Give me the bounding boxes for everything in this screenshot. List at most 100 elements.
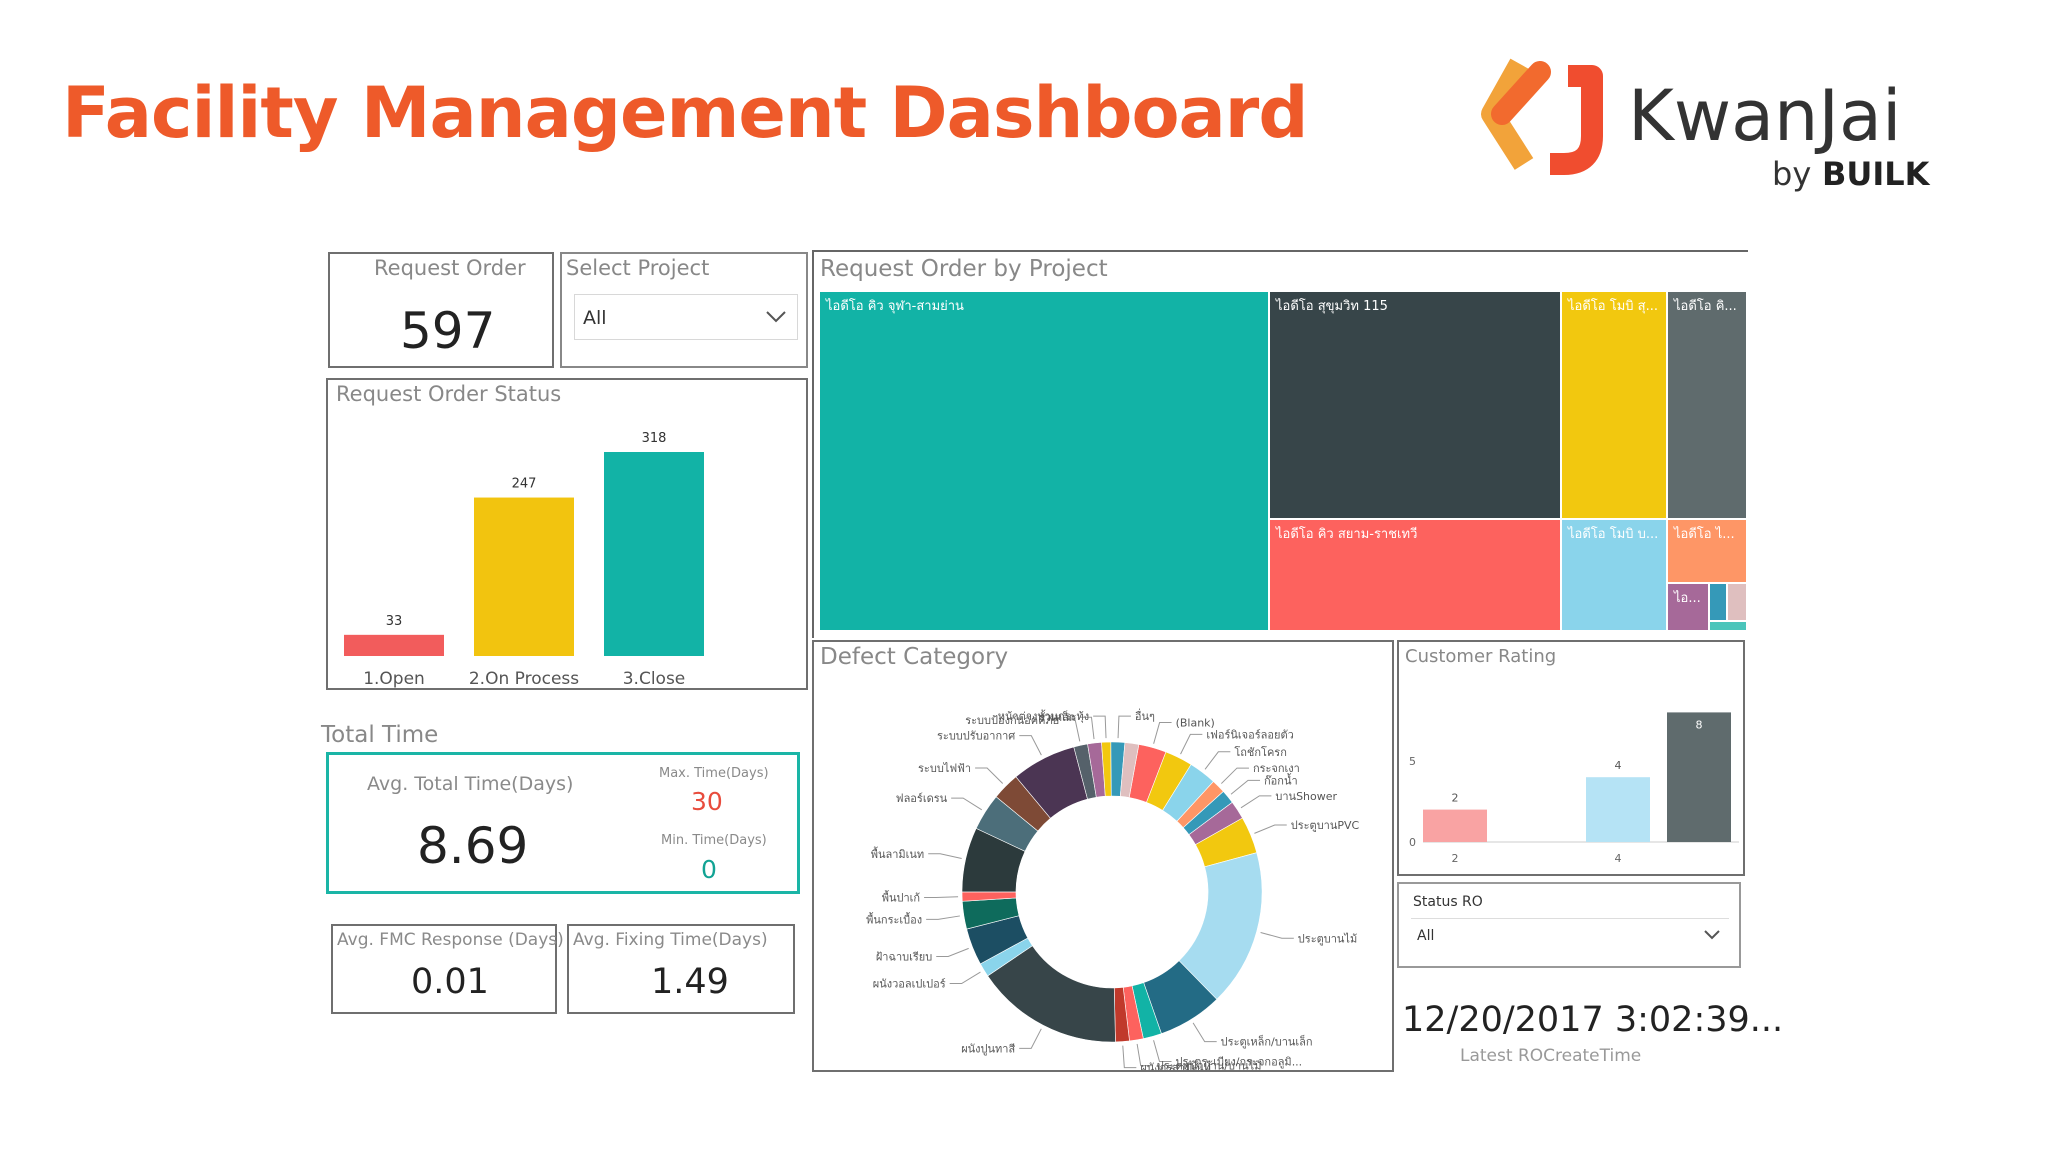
donut-leader-line bbox=[949, 971, 981, 985]
status-ro-label: Status RO bbox=[1413, 894, 1483, 910]
donut-leader-line bbox=[1230, 779, 1261, 795]
donut-slice-label: ผนังกรุสามิเนท bbox=[1140, 1062, 1211, 1070]
treemap-tile[interactable] bbox=[1668, 584, 1708, 630]
rating-bar-value: 4 bbox=[1615, 759, 1622, 772]
status-bar[interactable] bbox=[344, 634, 444, 656]
donut-slice-label: ระบบไฟฟ้า bbox=[918, 762, 971, 775]
customer-rating-title: Customer Rating bbox=[1405, 646, 1557, 667]
avg-total-time-label: Avg. Total Time(Days) bbox=[367, 773, 574, 795]
max-time-label: Max. Time(Days) bbox=[659, 766, 769, 781]
donut-leader-line bbox=[1240, 795, 1272, 809]
donut-slice-label: อื่นๆ bbox=[1135, 708, 1155, 723]
select-project-label: Select Project bbox=[566, 256, 710, 280]
donut-leader-line bbox=[1019, 1028, 1042, 1049]
status-bar[interactable] bbox=[604, 452, 704, 656]
donut-leader-line bbox=[1117, 715, 1131, 739]
donut-leader-line bbox=[1192, 1022, 1217, 1043]
donut-slice-label: (Blank) bbox=[1176, 717, 1215, 730]
rating-xtick: 2 bbox=[1452, 852, 1459, 865]
logo-brand: BUILK bbox=[1822, 155, 1931, 193]
donut-slice-label: ระบบป้องกันอัคคีภัย bbox=[965, 714, 1059, 727]
status-ro-dropdown[interactable]: All bbox=[1411, 918, 1729, 952]
select-project-card: Select Project All bbox=[560, 252, 808, 368]
rating-bar[interactable] bbox=[1586, 777, 1650, 842]
donut-slice-label: ก๊อกน้ำ bbox=[1264, 772, 1298, 787]
treemap-tile-label: ไอดีโอ สุขุมวิท 115 bbox=[1275, 298, 1388, 314]
donut-slice[interactable] bbox=[1119, 742, 1140, 798]
logo-by: by bbox=[1772, 155, 1811, 193]
treemap-card: Request Order by Project ไอดีโอ คิว จุฬา… bbox=[812, 250, 1748, 638]
treemap-tile[interactable] bbox=[1562, 292, 1666, 518]
treemap-tile[interactable] bbox=[1270, 520, 1560, 630]
treemap-tile-label: ไอดีโอ โมบิ บ... bbox=[1567, 526, 1658, 542]
rating-ytick: 0 bbox=[1409, 836, 1416, 849]
rating-bar-chart: 0 5 2 2 4 4 8 bbox=[1409, 712, 1739, 865]
status-bar[interactable] bbox=[474, 497, 574, 656]
request-order-status-title: Request Order Status bbox=[336, 382, 562, 406]
donut-leader-line bbox=[1254, 824, 1287, 834]
min-time-value: 0 bbox=[701, 855, 717, 884]
treemap-tile[interactable] bbox=[1270, 292, 1560, 518]
donut-slice-label: พื้นปาเก้ bbox=[882, 889, 920, 904]
donut-slice-label: หน้าต่างบานกระทุ้ง bbox=[998, 710, 1089, 723]
donut-leader-line bbox=[928, 853, 962, 860]
status-bar-value: 247 bbox=[512, 477, 537, 492]
latest-ro-time-value: 12/20/2017 3:02:39... bbox=[1402, 1000, 1784, 1040]
treemap-tile[interactable] bbox=[1562, 520, 1666, 630]
min-time-label: Min. Time(Days) bbox=[661, 833, 767, 848]
rating-ytick: 5 bbox=[1409, 755, 1416, 768]
donut-slice-label: ประตูระเบียง/กระจกอลูมิ... bbox=[1175, 1055, 1302, 1068]
select-project-dropdown[interactable]: All bbox=[574, 294, 798, 340]
treemap-tile[interactable] bbox=[1728, 584, 1746, 620]
select-project-value: All bbox=[583, 307, 607, 329]
status-category-label: 1.Open bbox=[363, 669, 425, 688]
rating-bar-value: 8 bbox=[1696, 718, 1703, 731]
rating-bar[interactable] bbox=[1667, 712, 1731, 842]
request-order-value: 597 bbox=[400, 302, 496, 360]
fixing-time-value: 1.49 bbox=[651, 962, 729, 1002]
status-category-label: 2.On Process bbox=[469, 669, 579, 688]
donut-leader-line bbox=[1260, 931, 1294, 939]
chevron-down-icon bbox=[765, 305, 787, 331]
donut-leader-line bbox=[926, 915, 960, 920]
total-time-label: Total Time bbox=[321, 722, 439, 748]
defect-donut-chart: (Blank)เฟอร์นิเจอร์ลอยตัวโถชักโครกกระจกเ… bbox=[866, 708, 1359, 1070]
treemap-tile[interactable] bbox=[1668, 520, 1746, 582]
donut-slice-label: ฝ้าฉาบเรียบ bbox=[876, 950, 932, 963]
fixing-time-label: Avg. Fixing Time(Days) bbox=[573, 930, 768, 950]
donut-leader-line bbox=[1153, 1040, 1172, 1062]
status-bar-chart: 33 1.Open 247 2.On Process 318 3.Close bbox=[344, 431, 704, 688]
customer-rating-card: Customer Rating 0 5 2 2 4 4 8 bbox=[1397, 640, 1745, 876]
project-treemap: ไอดีโอ คิว จุฬา-สามย่าน ไอดีโอ สุขุมวิท 1… bbox=[820, 292, 1746, 630]
donut-leader-line bbox=[1136, 1043, 1153, 1067]
total-time-card: Avg. Total Time(Days) 8.69 Max. Time(Day… bbox=[326, 752, 800, 894]
rating-xtick: 4 bbox=[1615, 852, 1622, 865]
latest-ro-time-label: Latest ROCreateTime bbox=[1460, 1048, 1642, 1062]
status-bar-value: 33 bbox=[386, 614, 403, 629]
donut-slice-label: ประตูหน้าบ้าน/บานไม้ bbox=[1157, 1060, 1262, 1070]
status-ro-value: All bbox=[1417, 928, 1435, 944]
treemap-tile[interactable] bbox=[1710, 584, 1726, 620]
donut-slice-label: ประตูเหล็ก/บานเล็ก bbox=[1221, 1035, 1313, 1049]
status-ro-card: Status RO All bbox=[1397, 882, 1741, 968]
treemap-tile[interactable] bbox=[1668, 292, 1746, 518]
rating-bar[interactable] bbox=[1423, 809, 1487, 842]
treemap-tile[interactable] bbox=[1710, 622, 1746, 630]
donut-leader-line bbox=[1204, 751, 1231, 770]
donut-leader-line bbox=[975, 767, 1004, 784]
donut-leader-line bbox=[1122, 1045, 1137, 1069]
treemap-tile-label: ไอ... bbox=[1673, 590, 1701, 606]
defect-category-title: Defect Category bbox=[820, 644, 1009, 670]
fmc-response-label: Avg. FMC Response (Days) bbox=[337, 930, 564, 950]
logo-name: KwanJai bbox=[1628, 75, 1901, 157]
chevron-down-icon bbox=[1703, 925, 1721, 947]
treemap-tile[interactable] bbox=[820, 292, 1268, 630]
fmc-response-value: 0.01 bbox=[411, 962, 489, 1002]
request-order-status-card: Request Order Status 33 1.Open 247 2.On Pro… bbox=[326, 378, 808, 690]
status-category-label: 3.Close bbox=[623, 669, 686, 688]
fixing-time-card: Avg. Fixing Time(Days) 1.49 bbox=[567, 924, 795, 1014]
request-order-card: Request Order 597 bbox=[328, 252, 554, 368]
donut-leader-line bbox=[936, 947, 969, 957]
request-order-label: Request Order bbox=[374, 256, 526, 280]
donut-slice-label: ประตูบานไม้ bbox=[1298, 932, 1357, 945]
